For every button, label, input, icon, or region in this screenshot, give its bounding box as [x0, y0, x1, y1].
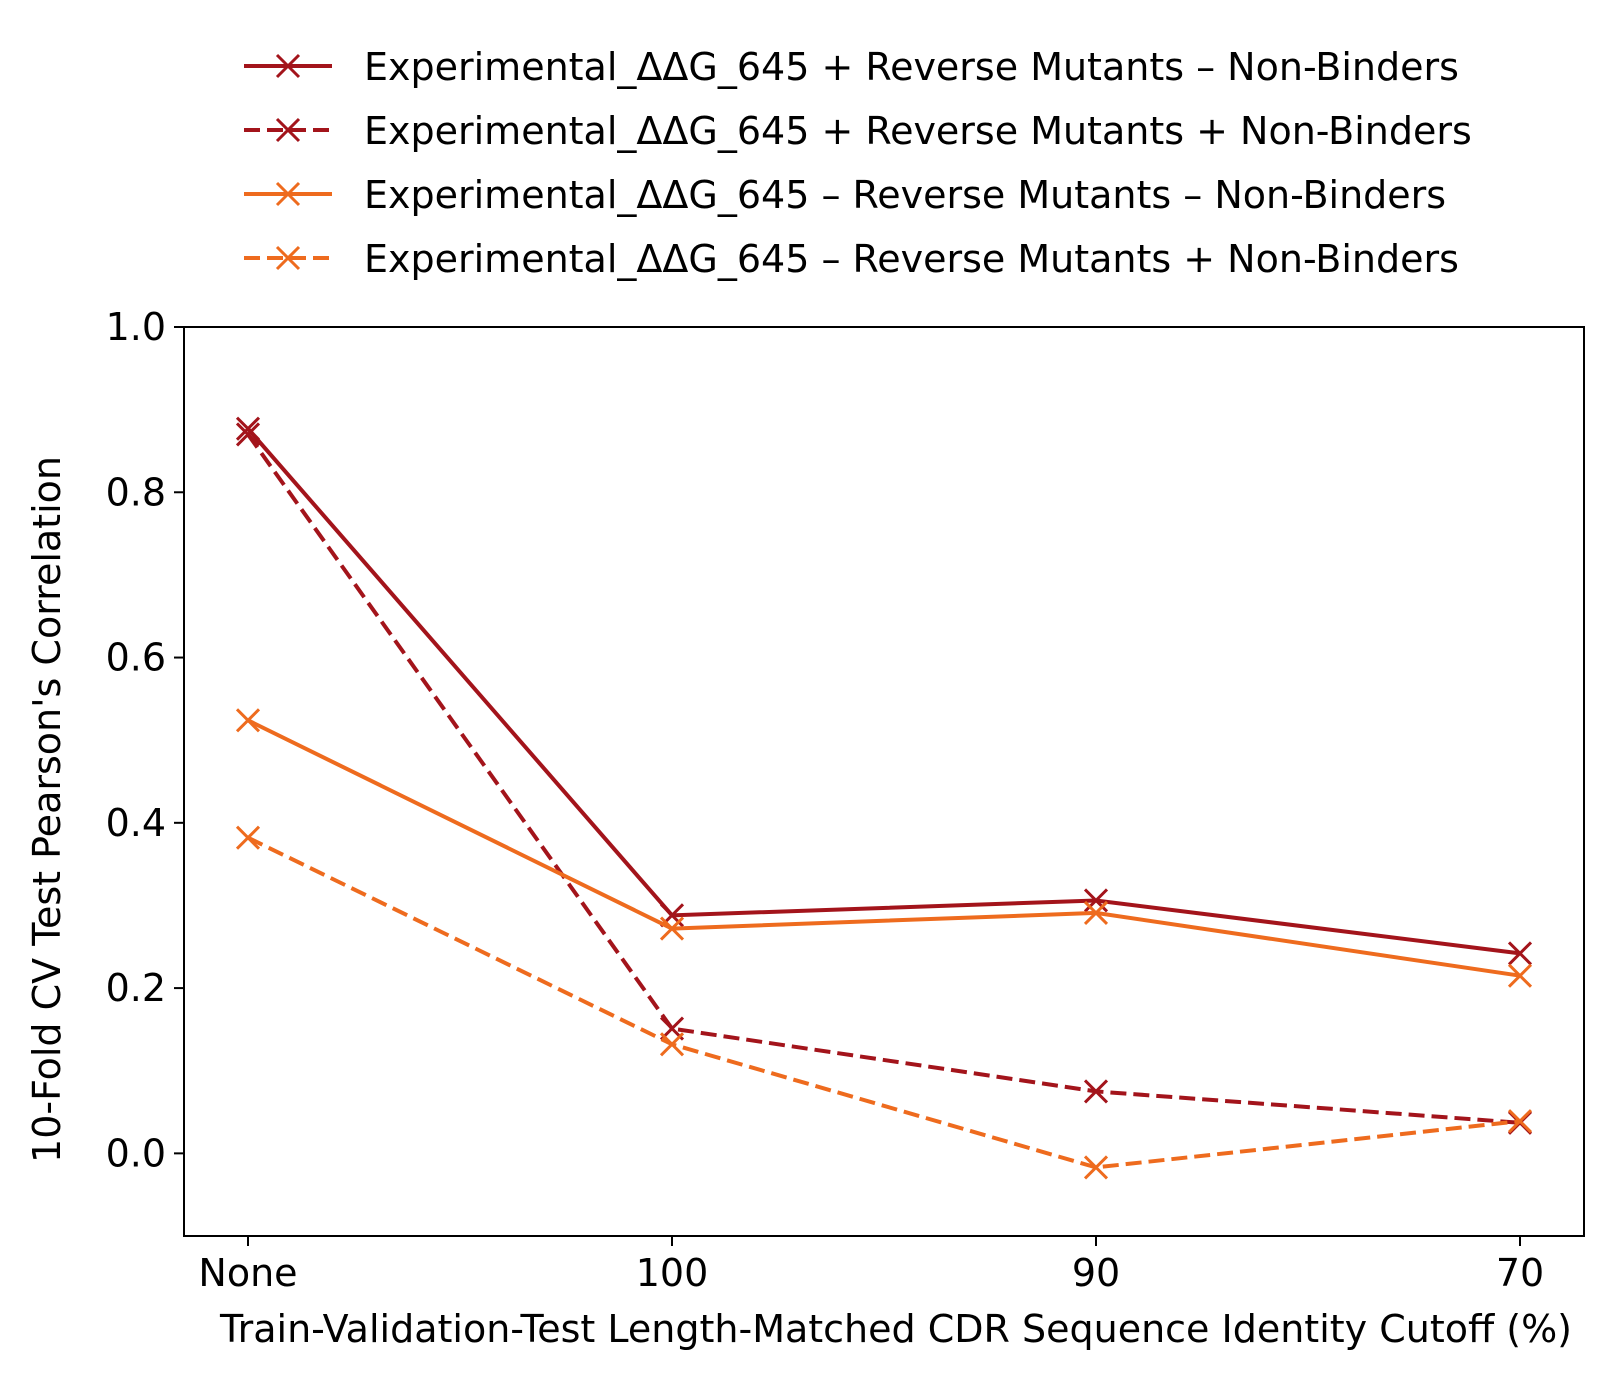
x-tick-label: 90 [1072, 1251, 1120, 1295]
legend-entry: Experimental_ΔΔG_645 + Reverse Mutants +… [244, 109, 1472, 153]
x-tick-label: 70 [1496, 1251, 1544, 1295]
x-axis: None 100 90 70 [198, 1236, 1544, 1295]
y-tick-label: 0.0 [106, 1131, 166, 1175]
y-axis-label: 10-Fold CV Test Pearson's Correlation [25, 456, 69, 1163]
legend: Experimental_ΔΔG_645 + Reverse Mutants –… [244, 45, 1472, 281]
data-point-marker [659, 916, 685, 941]
series-line [247, 718, 1521, 978]
legend-label: Experimental_ΔΔG_645 – Reverse Mutants +… [364, 237, 1459, 281]
legend-label: Experimental_ΔΔG_645 + Reverse Mutants +… [364, 109, 1472, 153]
legend-entry: Experimental_ΔΔG_645 + Reverse Mutants –… [244, 45, 1459, 89]
legend-marker [275, 117, 301, 143]
y-axis: 0.0 0.2 0.4 0.6 0.8 1.0 [106, 305, 184, 1175]
data-point-marker [1507, 941, 1533, 966]
legend-entry: Experimental_ΔΔG_645 – Reverse Mutants –… [244, 173, 1446, 217]
data-point-marker [235, 708, 261, 733]
series-line [247, 835, 1521, 1170]
x-axis-label: Train-Validation-Test Length-Matched CDR… [219, 1307, 1572, 1351]
legend-marker [275, 245, 301, 271]
data-point-marker [1507, 963, 1533, 988]
data-point-marker [235, 422, 261, 447]
y-tick-label: 0.8 [106, 470, 166, 514]
series-line [246, 433, 1521, 1125]
legend-label: Experimental_ΔΔG_645 + Reverse Mutants –… [364, 45, 1459, 89]
data-point-marker [1083, 888, 1109, 913]
y-tick-label: 0.4 [106, 801, 166, 845]
legend-marker [275, 181, 301, 207]
x-tick-label: None [198, 1251, 297, 1295]
data-point-marker [1507, 1109, 1533, 1134]
data-point-marker [235, 416, 261, 441]
plot-frame [183, 326, 1585, 1237]
data-point-marker [1083, 900, 1109, 925]
x-tick-label: 100 [636, 1251, 709, 1295]
series-1 [235, 416, 1533, 966]
data-point-marker [1083, 1155, 1109, 1180]
y-tick-label: 0.6 [106, 636, 166, 680]
series-2 [235, 422, 1533, 1135]
data-point-marker [659, 1032, 685, 1057]
data-point-marker [1083, 1079, 1109, 1104]
y-tick-label: 1.0 [106, 305, 166, 349]
data-point-marker [235, 825, 261, 850]
series-3 [235, 708, 1533, 988]
legend-label: Experimental_ΔΔG_645 – Reverse Mutants –… [364, 173, 1446, 217]
y-tick-label: 0.2 [106, 966, 166, 1010]
legend-marker [275, 53, 301, 79]
plot-lines [235, 416, 1533, 1180]
series-4 [235, 825, 1533, 1180]
legend-entry: Experimental_ΔΔG_645 – Reverse Mutants +… [244, 237, 1459, 281]
series-line [246, 427, 1521, 956]
